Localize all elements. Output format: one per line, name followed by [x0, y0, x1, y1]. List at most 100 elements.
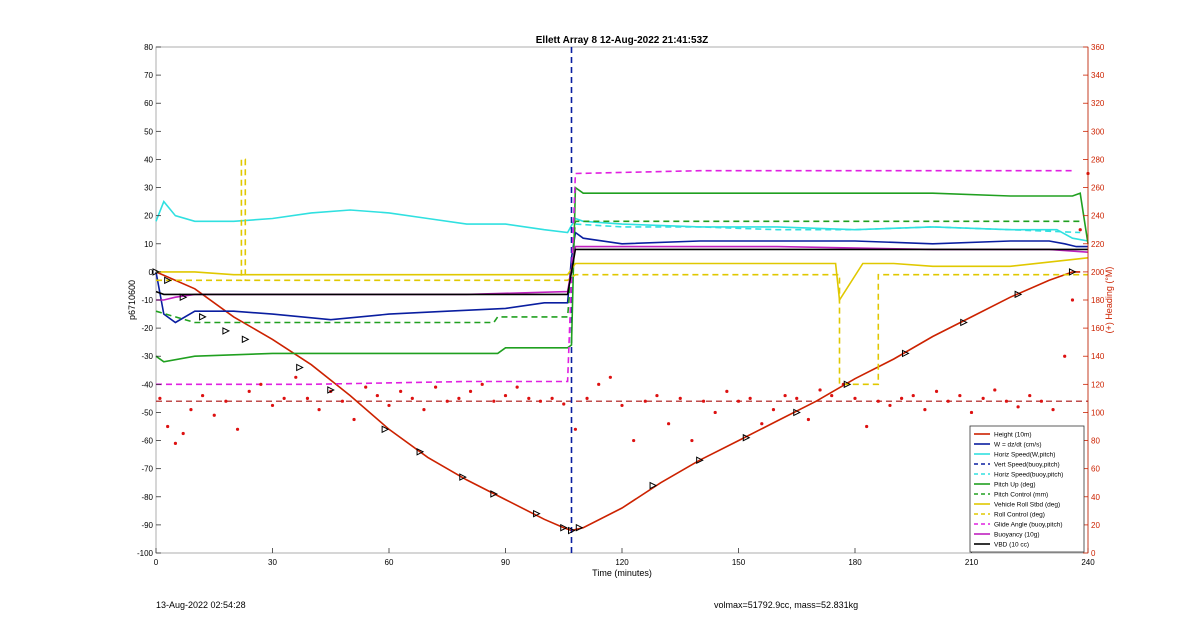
heading-point [224, 399, 228, 403]
annotation-marker [960, 318, 968, 327]
y-right-tick-label: 60 [1091, 465, 1100, 474]
series-line-2 [155, 200, 1089, 242]
y-tick-label: -50 [141, 408, 153, 417]
annotation-marker [241, 335, 250, 344]
y-tick-label: -40 [141, 380, 153, 389]
heading-point [212, 413, 216, 417]
y-tick-label: -80 [141, 493, 153, 502]
heading-point [946, 399, 950, 403]
axes: 0 30 60 90 120 150 180 210 240-100-90-80-70-60-5… [137, 43, 1105, 567]
heading-point [387, 403, 391, 408]
heading-point [480, 382, 484, 386]
heading-point [865, 424, 869, 429]
annotation-marker [649, 481, 658, 490]
plot-area [155, 46, 1089, 554]
annotation-marker [222, 327, 231, 335]
heading-point [305, 396, 310, 400]
y-tick-label: -30 [141, 352, 153, 361]
annotation-marker [490, 490, 498, 498]
legend-entry: Pitch Up (deg) [994, 482, 1036, 489]
y-right-tick-label: 340 [1091, 71, 1105, 80]
annotation-marker [533, 509, 541, 518]
heading-point [410, 396, 414, 400]
heading-point [958, 393, 962, 398]
heading-point [201, 393, 205, 398]
heading-point [655, 393, 659, 398]
y-right-tick-label: 240 [1091, 212, 1105, 221]
heading-point [1078, 228, 1082, 232]
heading-point [1028, 393, 1032, 398]
heading-point [795, 396, 799, 400]
heading-point [888, 403, 892, 408]
heading-point [667, 422, 671, 426]
x-tick-label: 120 [615, 558, 629, 567]
heading-point [235, 427, 240, 431]
y-tick-label: 60 [144, 99, 153, 108]
annotation-marker [696, 456, 704, 465]
heading-point [492, 399, 496, 403]
heading-point [969, 410, 974, 415]
heading-point [340, 399, 344, 403]
series-line-6 [155, 220, 1081, 324]
series-line-11 [155, 248, 1088, 296]
heading-point [573, 427, 578, 431]
y-right-tick-label: 0 [1091, 549, 1096, 558]
heading-point [597, 382, 601, 386]
y-tick-label: 0 [149, 268, 154, 277]
y-tick-label: -60 [141, 437, 153, 446]
heading-point [173, 441, 178, 445]
y-right-tick-label: 140 [1091, 352, 1105, 361]
series-lines [155, 47, 1089, 553]
series-line-0 [155, 271, 1081, 532]
legend-box [969, 425, 1085, 553]
y-right-tick-label: 320 [1091, 99, 1105, 108]
legend-entry: Vehicle Roll Stbd (deg) [994, 502, 1060, 509]
y-right-tick-label: 20 [1091, 521, 1100, 530]
heading-point [1016, 405, 1020, 409]
heading-point [364, 385, 368, 389]
annotation-marker [568, 526, 576, 535]
heading-point [422, 408, 426, 412]
y-tick-label: 20 [144, 212, 153, 221]
y-axis-label: p6710600 [127, 280, 137, 320]
y-right-tick-label: 160 [1091, 324, 1105, 333]
heading-point [189, 408, 193, 412]
chart-title: Ellett Array 8 12-Aug-2022 21:41:53Z [536, 35, 709, 46]
heading-point [876, 399, 880, 403]
y-tick-label: 30 [144, 184, 153, 193]
heading-point [434, 385, 438, 389]
legend-entry: Vert Speed(buoy,pitch) [994, 462, 1060, 469]
y-right-tick-label: 280 [1091, 155, 1105, 164]
footer-timestamp: 13-Aug-2022 02:54:28 [156, 600, 246, 610]
legend-entry: W = dz/dt (cm/s) [994, 442, 1042, 449]
heading-point [527, 396, 531, 400]
heading-point [713, 410, 717, 415]
y-right-tick-label: 100 [1091, 408, 1105, 417]
x-tick-label: 30 [268, 558, 277, 567]
x-tick-label: 210 [965, 558, 979, 567]
annotation-marker [152, 268, 161, 276]
annotation-marker [179, 293, 188, 301]
y-tick-label: 80 [144, 43, 153, 52]
heading-point [934, 389, 939, 393]
annotation-marker [296, 363, 304, 372]
y-right-tick-label: 300 [1091, 127, 1105, 136]
heading-point [736, 399, 741, 403]
y-tick-label: 70 [144, 71, 153, 80]
y-tick-label: 40 [144, 155, 153, 164]
heading-point [620, 403, 624, 408]
x-tick-label: 150 [732, 558, 746, 567]
annotation-marker [164, 276, 172, 285]
heading-point [853, 396, 857, 400]
y-tick-label: -100 [137, 549, 154, 558]
series-line-7 [156, 257, 1089, 303]
y-tick-label: 10 [144, 240, 153, 249]
heading-point [993, 388, 997, 392]
y-axis-right-label: (+) Heading (°M) [1104, 267, 1114, 334]
heading-point [1039, 399, 1043, 403]
series-line-9 [156, 169, 1073, 386]
x-tick-label: 180 [848, 558, 862, 567]
heading-point [748, 396, 752, 400]
annotation-marker [575, 523, 584, 532]
